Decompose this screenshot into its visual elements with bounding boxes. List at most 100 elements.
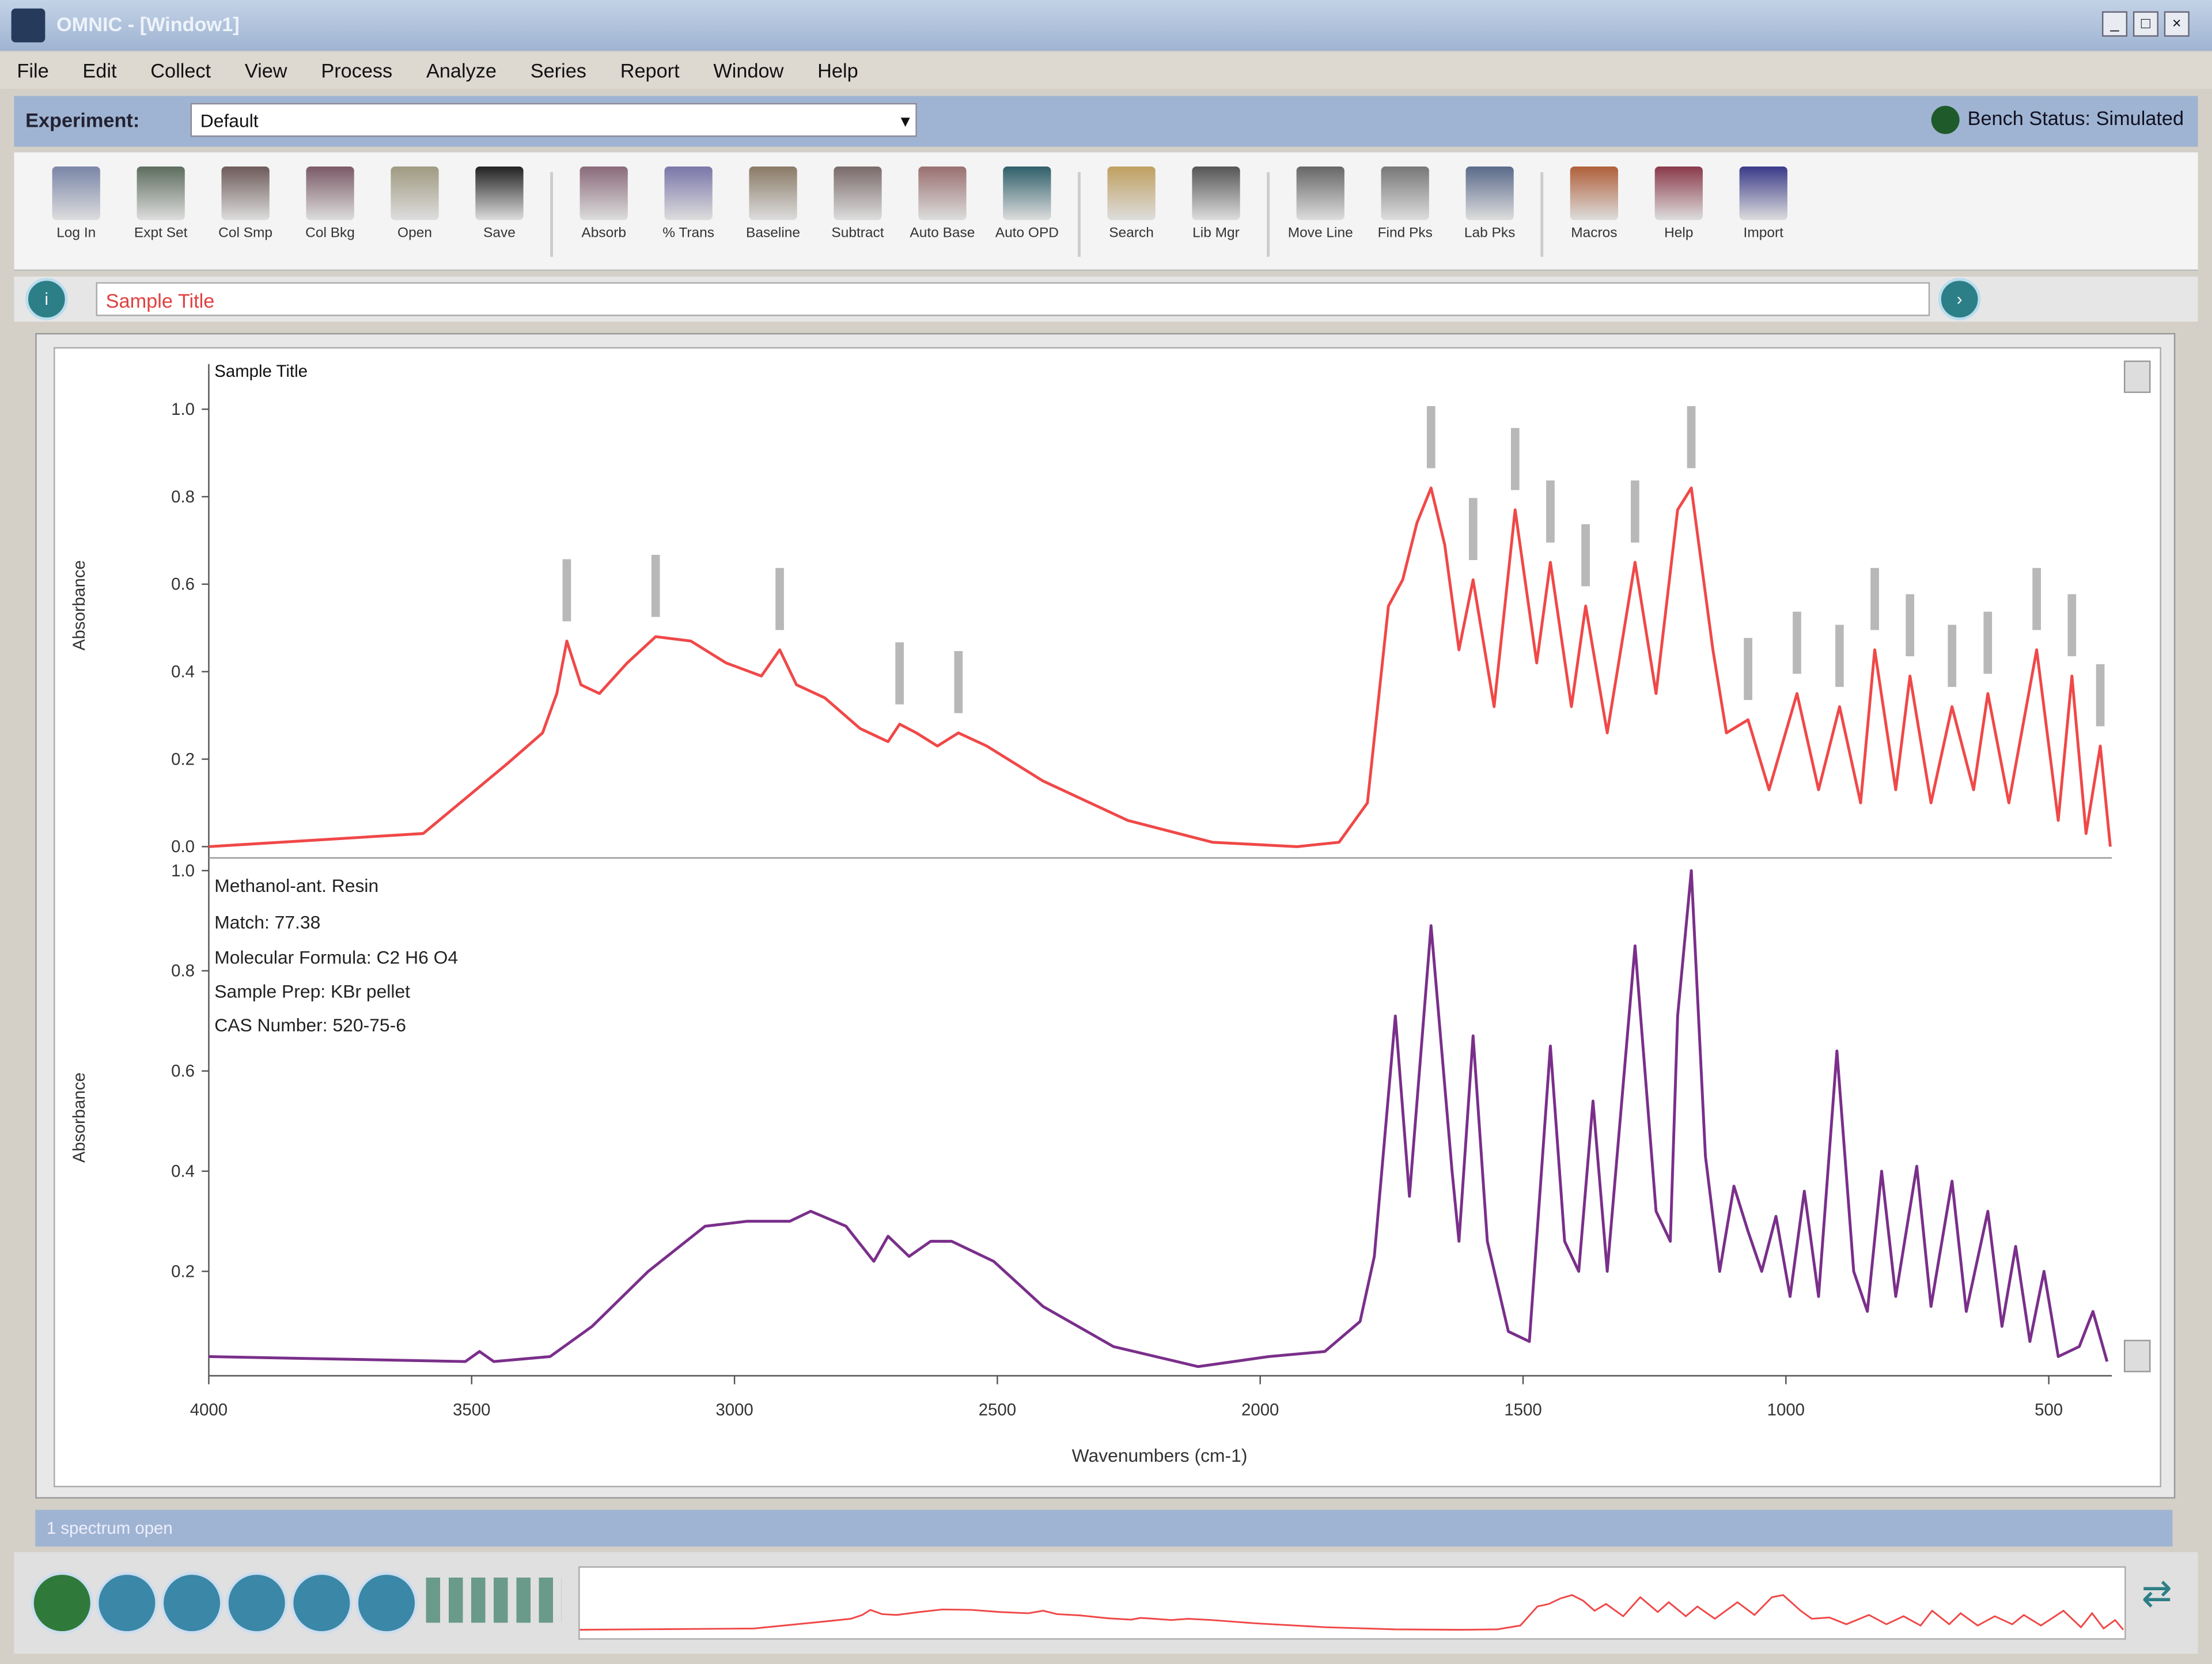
toolbar-button-macros[interactable]: Macros <box>1552 161 1637 268</box>
toolbar-label: Col Bkg <box>305 225 355 241</box>
toolbar-label: Find Pks <box>1377 225 1433 241</box>
close-icon[interactable]: × <box>2164 11 2190 37</box>
scroll-down-icon[interactable] <box>2123 1340 2151 1372</box>
toolbar-button-move-line[interactable]: Move Line <box>1278 161 1363 268</box>
toolbar-icon <box>664 166 713 221</box>
toolbar-icon <box>1465 166 1514 221</box>
toolbar-button-auto-base[interactable]: Auto Base <box>900 161 984 268</box>
toolbar-button-search[interactable]: Search <box>1089 161 1174 268</box>
toolbar-button-lib-mgr[interactable]: Lib Mgr <box>1174 161 1259 268</box>
view-mode-buttons[interactable] <box>426 1577 562 1623</box>
toolbar-button-help[interactable]: Help <box>1637 161 1721 268</box>
toolbar-icon <box>306 166 354 221</box>
zoom-in-button[interactable] <box>96 1572 158 1634</box>
toolbar-label: Lib Mgr <box>1192 225 1240 241</box>
toolbar-icon <box>475 166 524 221</box>
pan-button[interactable] <box>225 1572 288 1634</box>
y-tick-label: 0.8 <box>171 962 195 981</box>
peak-label-marker <box>2096 664 2105 727</box>
experiment-label: Experiment: <box>25 108 140 131</box>
y-tick-label: 1.0 <box>171 861 195 880</box>
peak-label-marker <box>1835 625 1844 687</box>
scale-button[interactable] <box>290 1572 353 1634</box>
menu-analyze[interactable]: Analyze <box>426 59 497 82</box>
info-icon[interactable]: i <box>25 278 68 320</box>
peak-label-marker <box>1631 480 1639 543</box>
maximize-icon[interactable]: □ <box>2133 11 2158 37</box>
peak-label-marker <box>1870 568 1879 630</box>
peak-label-marker <box>2032 568 2041 630</box>
toolbar-button-expt-set[interactable]: Expt Set <box>119 161 203 268</box>
toolbar-button-save[interactable]: Save <box>457 161 541 268</box>
toolbar-button-open[interactable]: Open <box>373 161 457 268</box>
menu-process[interactable]: Process <box>321 59 393 82</box>
overview-strip[interactable] <box>578 1566 2126 1640</box>
toolbar-label: Open <box>397 225 432 241</box>
toolbar-button-import[interactable]: Import <box>1721 161 1806 268</box>
menu-view[interactable]: View <box>244 59 287 82</box>
toolbar-label: % Trans <box>662 225 715 241</box>
peak-label-marker <box>1581 524 1590 587</box>
menu-report[interactable]: Report <box>620 59 680 82</box>
y-tick-label: 0.4 <box>171 663 195 682</box>
toolbar-button-lab-pks[interactable]: Lab Pks <box>1448 161 1532 268</box>
scroll-up-icon[interactable] <box>2123 360 2151 394</box>
menu-help[interactable]: Help <box>817 59 858 82</box>
toolbar-label: Search <box>1109 225 1154 241</box>
y-tick-label: 0.4 <box>171 1162 195 1181</box>
peak-label-marker <box>1546 480 1555 543</box>
toolbar-button-absorb[interactable]: Absorb <box>562 161 646 268</box>
x-tick-label: 3500 <box>453 1400 490 1419</box>
app-icon <box>11 8 46 43</box>
refresh-icon[interactable]: ⇄ <box>2141 1572 2172 1614</box>
overview-line <box>579 1594 2124 1631</box>
menu-file[interactable]: File <box>17 59 49 82</box>
status-bar: 1 spectrum open <box>35 1510 2173 1547</box>
toolbar-icon <box>1654 166 1703 221</box>
menu-series[interactable]: Series <box>530 59 586 82</box>
minimize-icon[interactable]: _ <box>2102 11 2128 37</box>
toolbar-button-log-in[interactable]: Log In <box>34 161 119 268</box>
peak-label-marker <box>1687 406 1696 468</box>
zoom-out-button[interactable] <box>161 1572 223 1634</box>
stack-button[interactable] <box>355 1572 418 1634</box>
toolbar-icon <box>749 166 797 221</box>
toolbar-icon <box>52 166 100 221</box>
y-tick-label: 0.2 <box>171 1262 195 1281</box>
toolbar-label: Col Smp <box>218 225 273 241</box>
experiment-select[interactable]: Default ▾ <box>190 103 917 137</box>
bottom-spectrum-line <box>209 869 2109 1368</box>
toolbar-button-find-pks[interactable]: Find Pks <box>1363 161 1448 268</box>
menu-edit[interactable]: Edit <box>82 59 117 82</box>
x-tick-label: 2500 <box>979 1400 1016 1419</box>
toolbar-button-auto-opd[interactable]: Auto OPD <box>984 161 1069 268</box>
zoom-full-button[interactable] <box>31 1572 93 1634</box>
experiment-bar: Experiment: Default ▾ Bench Status: Simul… <box>14 96 2198 147</box>
spectrum-title-field[interactable]: Sample Title <box>96 282 1930 316</box>
x-tick-label: 1500 <box>1504 1400 1541 1419</box>
peak-label-marker <box>651 554 660 617</box>
peak-label-marker <box>1948 625 1957 687</box>
toolbar-button--trans[interactable]: % Trans <box>646 161 731 268</box>
toolbar-button-col-bkg[interactable]: Col Bkg <box>288 161 373 268</box>
toolbar-label: Help <box>1664 225 1694 241</box>
peak-label-marker <box>1744 638 1752 700</box>
toolbar-button-baseline[interactable]: Baseline <box>731 161 816 268</box>
x-tick-label: 1000 <box>1767 1400 1805 1419</box>
toolbar-separator <box>1078 172 1081 257</box>
bench-status[interactable]: Bench Status: Simulated <box>1930 105 2184 134</box>
arrow-icon[interactable]: › <box>1938 278 1981 320</box>
toolbar-button-col-smp[interactable]: Col Smp <box>203 161 288 268</box>
info-line: Sample Prep: KBr pellet <box>214 981 411 1002</box>
overview-spectrum <box>579 1594 2124 1631</box>
menu-window[interactable]: Window <box>713 59 784 82</box>
peak-label-marker <box>954 651 963 713</box>
plot-area[interactable] <box>54 347 2161 1488</box>
toolbar-icon <box>1739 166 1787 221</box>
menu-collect[interactable]: Collect <box>150 59 211 82</box>
info-line: Match: 77.38 <box>214 912 321 933</box>
toolbar-button-subtract[interactable]: Subtract <box>816 161 900 268</box>
toolbar-icon <box>1570 166 1619 221</box>
toolbar-icon <box>221 166 270 221</box>
